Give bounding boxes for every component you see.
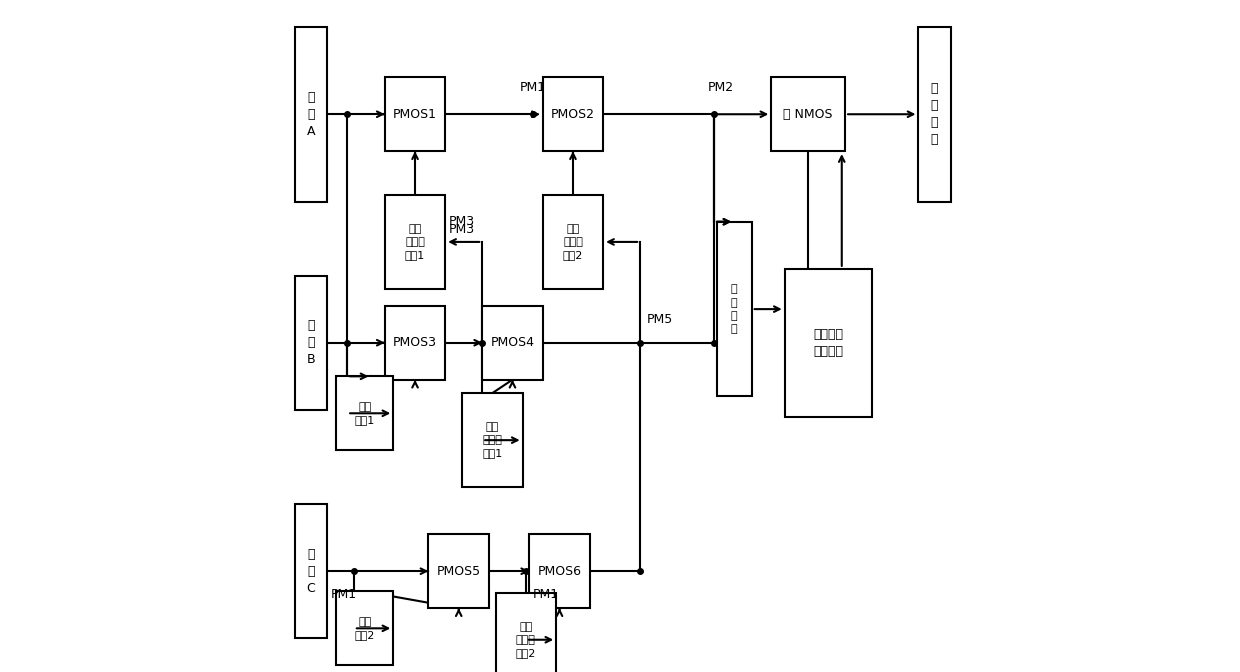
Text: PM1: PM1 xyxy=(330,588,356,601)
FancyBboxPatch shape xyxy=(429,534,489,608)
Text: 电
源
A: 电 源 A xyxy=(306,91,315,138)
FancyBboxPatch shape xyxy=(295,504,327,638)
Text: PM1: PM1 xyxy=(520,81,546,94)
Text: PMOS1: PMOS1 xyxy=(393,108,436,121)
Text: 电
源
C: 电 源 C xyxy=(306,548,315,595)
Text: PM2: PM2 xyxy=(708,81,734,94)
Text: PMOS5: PMOS5 xyxy=(436,564,481,578)
FancyBboxPatch shape xyxy=(717,222,751,396)
Text: PM3: PM3 xyxy=(449,216,475,228)
FancyBboxPatch shape xyxy=(384,306,445,380)
Text: PM1: PM1 xyxy=(533,588,559,601)
FancyBboxPatch shape xyxy=(384,77,445,151)
Text: PM5: PM5 xyxy=(647,313,673,326)
Text: 欠、过压
保护电路: 欠、过压 保护电路 xyxy=(813,328,843,358)
FancyBboxPatch shape xyxy=(295,27,327,202)
FancyBboxPatch shape xyxy=(496,593,557,672)
FancyBboxPatch shape xyxy=(463,393,522,487)
Text: 双 NMOS: 双 NMOS xyxy=(784,108,833,121)
FancyBboxPatch shape xyxy=(384,195,445,289)
FancyBboxPatch shape xyxy=(482,306,543,380)
Text: 互锁
防倒灌
电路2: 互锁 防倒灌 电路2 xyxy=(516,622,536,658)
FancyBboxPatch shape xyxy=(919,27,951,202)
Text: 采
样
电
路: 采 样 电 路 xyxy=(730,284,738,334)
Text: 电
源
B: 电 源 B xyxy=(306,319,315,366)
FancyBboxPatch shape xyxy=(295,276,327,410)
Text: 互锁
电路2: 互锁 电路2 xyxy=(355,617,374,640)
FancyBboxPatch shape xyxy=(785,269,872,417)
Text: PMOS2: PMOS2 xyxy=(551,108,595,121)
FancyBboxPatch shape xyxy=(529,534,590,608)
FancyBboxPatch shape xyxy=(543,77,603,151)
Text: PMOS6: PMOS6 xyxy=(537,564,582,578)
Text: 互锁
电路1: 互锁 电路1 xyxy=(355,402,374,425)
Text: 自锁
防倒灌
电路1: 自锁 防倒灌 电路1 xyxy=(405,224,425,260)
Text: 自锁
防倒灌
电路2: 自锁 防倒灌 电路2 xyxy=(563,224,583,260)
Text: PM3: PM3 xyxy=(449,223,475,237)
FancyBboxPatch shape xyxy=(336,591,393,665)
FancyBboxPatch shape xyxy=(771,77,846,151)
FancyBboxPatch shape xyxy=(543,195,603,289)
Text: 电
源
输
出: 电 源 输 出 xyxy=(931,82,939,146)
Text: 互锁
防倒灌
电路1: 互锁 防倒灌 电路1 xyxy=(482,422,502,458)
FancyBboxPatch shape xyxy=(336,376,393,450)
Text: PMOS3: PMOS3 xyxy=(393,336,436,349)
Text: PMOS4: PMOS4 xyxy=(491,336,534,349)
